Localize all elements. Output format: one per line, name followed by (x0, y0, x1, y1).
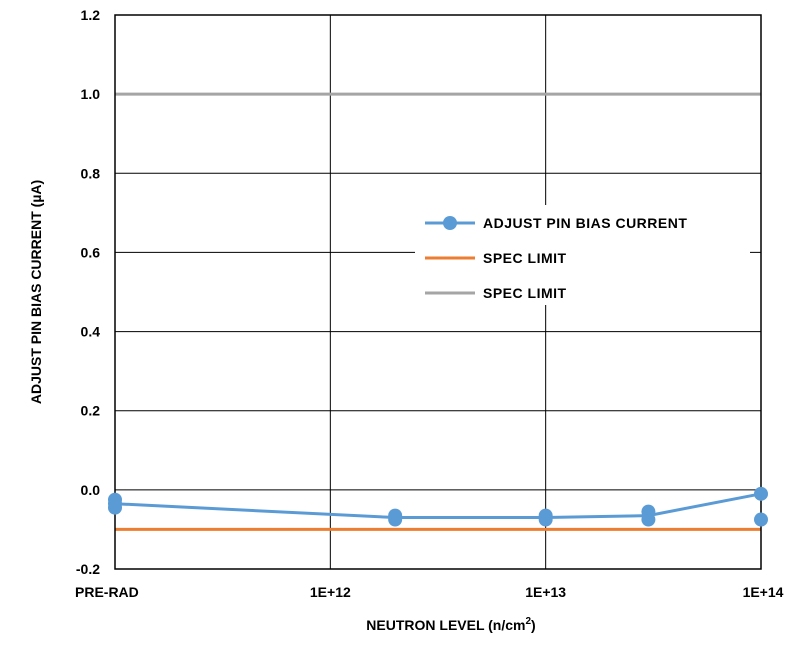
x-tick-label: 1E+12 (310, 584, 351, 600)
plot-area-border (114, 14, 762, 570)
data-markers (108, 486, 768, 527)
legend-label-spec-limit-upper: SPEC LIMIT (483, 285, 567, 301)
series-lines (114, 492, 762, 520)
x-axis-title: NEUTRON LEVEL (n/cm2) (366, 616, 535, 633)
y-axis-title: ADJUST PIN BIAS CURRENT (µA) (28, 180, 44, 404)
y-tick-label: 0.4 (81, 324, 101, 340)
data-point (754, 486, 768, 501)
y-tick-label: 1.0 (81, 86, 101, 102)
legend-entry-bias-current: ADJUST PIN BIAS CURRENT (425, 215, 687, 231)
y-tick-label: 0.8 (81, 165, 101, 181)
x-tick-labels: PRE-RAD 1E+12 1E+13 1E+14 (75, 584, 784, 600)
y-tick-label: -0.2 (76, 561, 100, 577)
data-point (108, 500, 122, 515)
bias-current-line (114, 492, 762, 520)
y-tick-label: 0.2 (81, 403, 101, 419)
data-point (538, 512, 553, 527)
legend: ADJUST PIN BIAS CURRENT SPEC LIMIT SPEC … (415, 205, 750, 305)
data-point (641, 512, 656, 527)
x-tick-label: 1E+13 (525, 584, 566, 600)
y-tick-label: 0.6 (81, 244, 101, 260)
y-tick-label: 1.2 (81, 7, 101, 23)
y-tick-label: 0.0 (81, 482, 101, 498)
legend-entry-spec-limit-lower: SPEC LIMIT (425, 250, 567, 266)
x-tick-label: 1E+14 (743, 584, 784, 600)
data-point (754, 512, 768, 527)
legend-label-bias-current: ADJUST PIN BIAS CURRENT (483, 215, 687, 231)
x-tick-label: PRE-RAD (75, 584, 139, 600)
legend-marker-bias-current (443, 216, 457, 230)
legend-entry-spec-limit-upper: SPEC LIMIT (425, 285, 567, 301)
spec-limit-lines (115, 92, 761, 531)
legend-label-spec-limit-lower: SPEC LIMIT (483, 250, 567, 266)
x-axis-title-main: NEUTRON LEVEL (n/cm (366, 617, 525, 633)
x-axis-title-end: ) (531, 617, 536, 633)
data-point (388, 512, 403, 527)
x-axis-title-superscript: 2 (525, 616, 531, 627)
y-tick-labels: -0.2 0.0 0.2 0.4 0.6 0.8 1.0 1.2 (76, 7, 100, 577)
